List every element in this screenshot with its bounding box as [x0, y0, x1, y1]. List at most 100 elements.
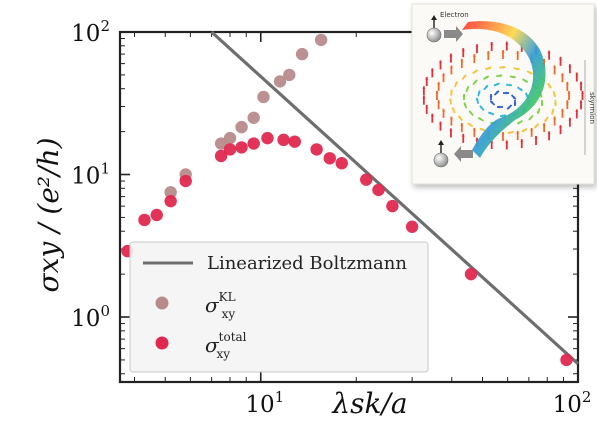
legend-box: [129, 241, 429, 373]
spin-arrow-head: [439, 60, 442, 64]
spin-arrow-head: [520, 139, 524, 142]
legend-total-swatch: [155, 336, 169, 350]
total-point: [386, 199, 399, 213]
total-point: [277, 133, 290, 147]
spin-arrow-head: [489, 94, 493, 97]
kl-point: [235, 120, 248, 134]
spin-arrow-head: [495, 90, 499, 94]
spin-arrow-head: [568, 117, 572, 121]
x-tick-label: 101: [245, 388, 284, 418]
spin-arrow-head: [561, 108, 564, 112]
spin-arrow-head: [479, 128, 483, 131]
spin-arrow-head: [466, 86, 469, 90]
spin-arrow-head: [490, 42, 494, 45]
spin-arrow-head: [442, 73, 445, 76]
spin-arrow-head: [524, 79, 528, 83]
spin-arrow-head: [507, 106, 511, 110]
spin-arrow-head: [512, 96, 516, 100]
spin-arrow-head: [476, 97, 479, 101]
spin-arrow-head: [479, 105, 483, 109]
legend-kl-swatch: [155, 296, 169, 310]
spin-arrow-head: [449, 53, 453, 57]
total-point: [360, 173, 373, 186]
spin-arrow-head: [507, 131, 511, 134]
spin-arrow-head: [561, 73, 564, 76]
total-point: [464, 267, 478, 281]
boltzmann-line: [210, 30, 580, 365]
spin-arrow-head: [529, 117, 532, 121]
spin-arrow-head: [501, 132, 505, 135]
legend: Linearized Boltzmann σKL xy σtotal xy: [129, 241, 429, 373]
spin-arrow-head: [486, 51, 490, 54]
total-point: [323, 152, 336, 165]
spin-arrow-head: [460, 123, 464, 126]
spin-arrow-head: [488, 111, 492, 115]
spin-arrow-head: [475, 137, 479, 141]
electron-label: Electron: [440, 11, 469, 19]
spin-arrow-head: [430, 68, 434, 71]
spin-arrow-head: [497, 105, 500, 109]
spin-arrow-head: [461, 133, 465, 137]
spin-arrow-head: [540, 103, 544, 106]
total-point: [179, 174, 192, 188]
spin-arrow-head: [529, 71, 533, 74]
spin-arrow-head: [500, 114, 503, 118]
spin-arrow-head: [551, 111, 555, 115]
spin-arrow-head: [553, 94, 556, 98]
kl-point: [314, 33, 328, 47]
spin-arrow-head: [565, 100, 569, 103]
spin-arrow-head: [581, 91, 584, 94]
spin-arrow-head: [502, 65, 506, 69]
spin-arrow-head: [477, 90, 481, 94]
electron-bottom-spin-head: [438, 140, 444, 145]
spin-arrow-head: [554, 103, 557, 106]
spin-arrow-head: [568, 64, 572, 67]
spin-arrow-head: [512, 75, 516, 79]
spin-arrow-head: [506, 91, 509, 95]
total-point: [247, 137, 260, 150]
spin-arrow-head: [469, 110, 473, 114]
total-point: [138, 213, 151, 227]
total-point: [310, 143, 323, 156]
spin-arrow-head: [439, 121, 442, 125]
spin-arrow-head: [516, 130, 520, 134]
total-point: [335, 157, 348, 170]
spin-arrow-head: [542, 123, 546, 126]
spin-arrow-head: [579, 100, 583, 104]
spin-arrow-head: [517, 121, 521, 124]
total-point: [560, 353, 573, 367]
spin-arrow-head: [579, 81, 583, 85]
spin-arrow-head: [485, 85, 488, 89]
spin-arrow-head: [454, 81, 458, 85]
spin-arrow-head: [575, 72, 579, 76]
spin-arrow-head: [475, 44, 479, 47]
spin-arrow-head: [537, 110, 540, 114]
spin-arrow-head: [452, 107, 455, 111]
spin-arrow-head: [449, 128, 453, 132]
y-axis-label: σxy / (e²/h): [32, 137, 65, 292]
spin-arrow-head: [460, 58, 464, 62]
spin-arrow-head: [442, 108, 445, 112]
spin-arrow-head: [463, 102, 467, 106]
spin-arrow-head: [499, 74, 503, 78]
spin-arrow-head: [534, 136, 538, 139]
kl-point: [223, 131, 237, 145]
spin-arrow-head: [474, 79, 477, 83]
spin-arrow-head: [467, 123, 471, 126]
spin-arrow-head: [474, 69, 478, 73]
kl-point: [164, 186, 177, 199]
spin-arrow-head: [449, 65, 453, 69]
spin-arrow-head: [422, 95, 426, 99]
legend-total-label: σtotal xy: [205, 330, 247, 361]
spin-arrow-head: [547, 50, 551, 54]
spin-arrow-head: [478, 117, 482, 121]
spin-arrow-head: [544, 119, 548, 123]
spin-arrow-head: [559, 125, 562, 128]
total-point: [288, 135, 301, 148]
spin-arrow-head: [488, 66, 492, 70]
spin-arrow-head: [513, 103, 517, 106]
spin-arrow-head: [519, 87, 523, 91]
inset-content: Electron skyrmion: [422, 11, 596, 168]
spin-arrow-head: [435, 91, 439, 94]
electron-top-icon: [426, 27, 442, 43]
